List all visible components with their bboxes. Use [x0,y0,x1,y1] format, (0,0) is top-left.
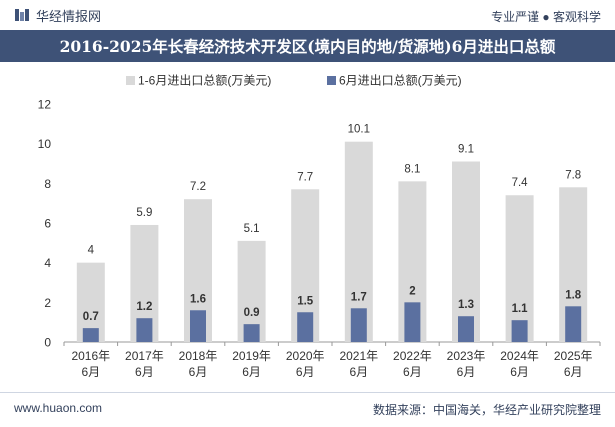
data-label-series-2: 0.9 [244,307,260,319]
data-label-series-1: 7.8 [565,169,581,181]
y-tick-label: 6 [44,217,51,231]
data-label-series-1: 5.1 [244,223,260,235]
footer-divider [0,392,615,393]
x-tick-label: 2020年 [286,349,325,363]
x-tick-label: 6月 [135,365,154,379]
bar-series-2 [82,328,99,342]
bar-series-2 [404,302,421,342]
data-label-series-2: 1.1 [512,303,529,315]
x-tick-label: 2018年 [179,349,218,363]
data-label-series-1: 5.9 [136,207,152,219]
data-label-series-1: 7.7 [297,171,313,183]
data-label-series-1: 9.1 [458,144,474,156]
x-tick-label: 6月 [296,365,315,379]
data-label-series-2: 1.8 [565,289,582,301]
bar-series-2 [136,318,153,342]
x-tick-label: 6月 [349,365,368,379]
x-tick-label: 2017年 [125,349,164,363]
logo: 华经情报网 [14,6,101,24]
bar-series-2 [350,308,367,342]
logo-icon [15,9,29,21]
x-tick-label: 2016年 [71,349,110,363]
tagline: 专业严谨 ● 客观科学 [491,10,601,24]
x-tick-label: 6月 [242,365,261,379]
bar-series-2 [243,324,260,342]
x-tick-label: 2025年 [554,349,593,363]
bar-chart: 1-6月进出口总额(万美元) 6月进出口总额(万美元) 0 2 4 6 8 10 12 4 0.7 2… [38,74,601,379]
bar-series-1 [452,161,480,342]
y-tick-label: 0 [44,336,51,350]
data-label-series-2: 1.6 [190,293,206,305]
x-tick-label: 6月 [189,365,208,379]
x-tick-label: 2023年 [447,349,486,363]
data-label-series-2: 1.3 [458,299,474,311]
bar-series-1 [505,195,534,342]
footer-source: 数据来源：中国海关，华经产业研究院整理 [372,403,601,417]
data-label-series-2: 0.7 [83,311,99,323]
y-tick-label: 8 [44,177,51,191]
title-bar: 2016-2025年长春经济技术开发区(境内目的地/货源地)6月进出口总额 [0,30,615,62]
legend-label-series-1: 1-6月进出口总额(万美元) [138,74,271,88]
bar-series-2 [297,312,314,342]
legend-label-series-2: 6月进出口总额(万美元) [339,74,462,88]
x-tick-label: 2021年 [339,349,378,363]
data-label-series-2: 1.5 [297,295,314,307]
bar-series-2 [511,320,528,342]
y-tick-label: 10 [38,137,52,151]
x-tick-label: 6月 [81,365,100,379]
data-label-series-1: 4 [88,245,95,257]
data-label-series-1: 8.1 [404,163,420,175]
data-label-series-1: 7.2 [190,181,206,193]
x-tick-label: 6月 [564,365,583,379]
y-tick-label: 12 [38,98,52,112]
x-tick-label: 6月 [457,365,476,379]
x-tick-label: 6月 [510,365,529,379]
x-tick-label: 6月 [403,365,422,379]
data-label-series-2: 2 [409,285,415,297]
data-label-series-1: 10.1 [348,124,370,136]
x-tick-label: 2019年 [232,349,271,363]
x-tick-label: 2022年 [393,349,432,363]
legend-swatch-series-2 [327,76,336,85]
data-label-series-2: 1.7 [351,291,367,303]
bar-series-2 [565,306,582,342]
x-tick-label: 2024年 [500,349,539,363]
chart-title: 2016-2025年长春经济技术开发区(境内目的地/货源地)6月进出口总额 [59,37,556,56]
bar-series-2 [458,316,474,342]
legend-swatch-series-1 [126,76,135,85]
footer-website[interactable]: www.huaon.com [14,401,103,415]
data-label-series-1: 7.4 [512,177,529,189]
y-tick-label: 4 [44,256,51,270]
logo-text: 华经情报网 [36,8,102,24]
top-bar: 华经情报网 专业严谨 ● 客观科学 [0,0,615,30]
bar-series-2 [190,310,206,342]
y-tick-label: 2 [44,296,51,310]
data-label-series-2: 1.2 [136,301,152,313]
